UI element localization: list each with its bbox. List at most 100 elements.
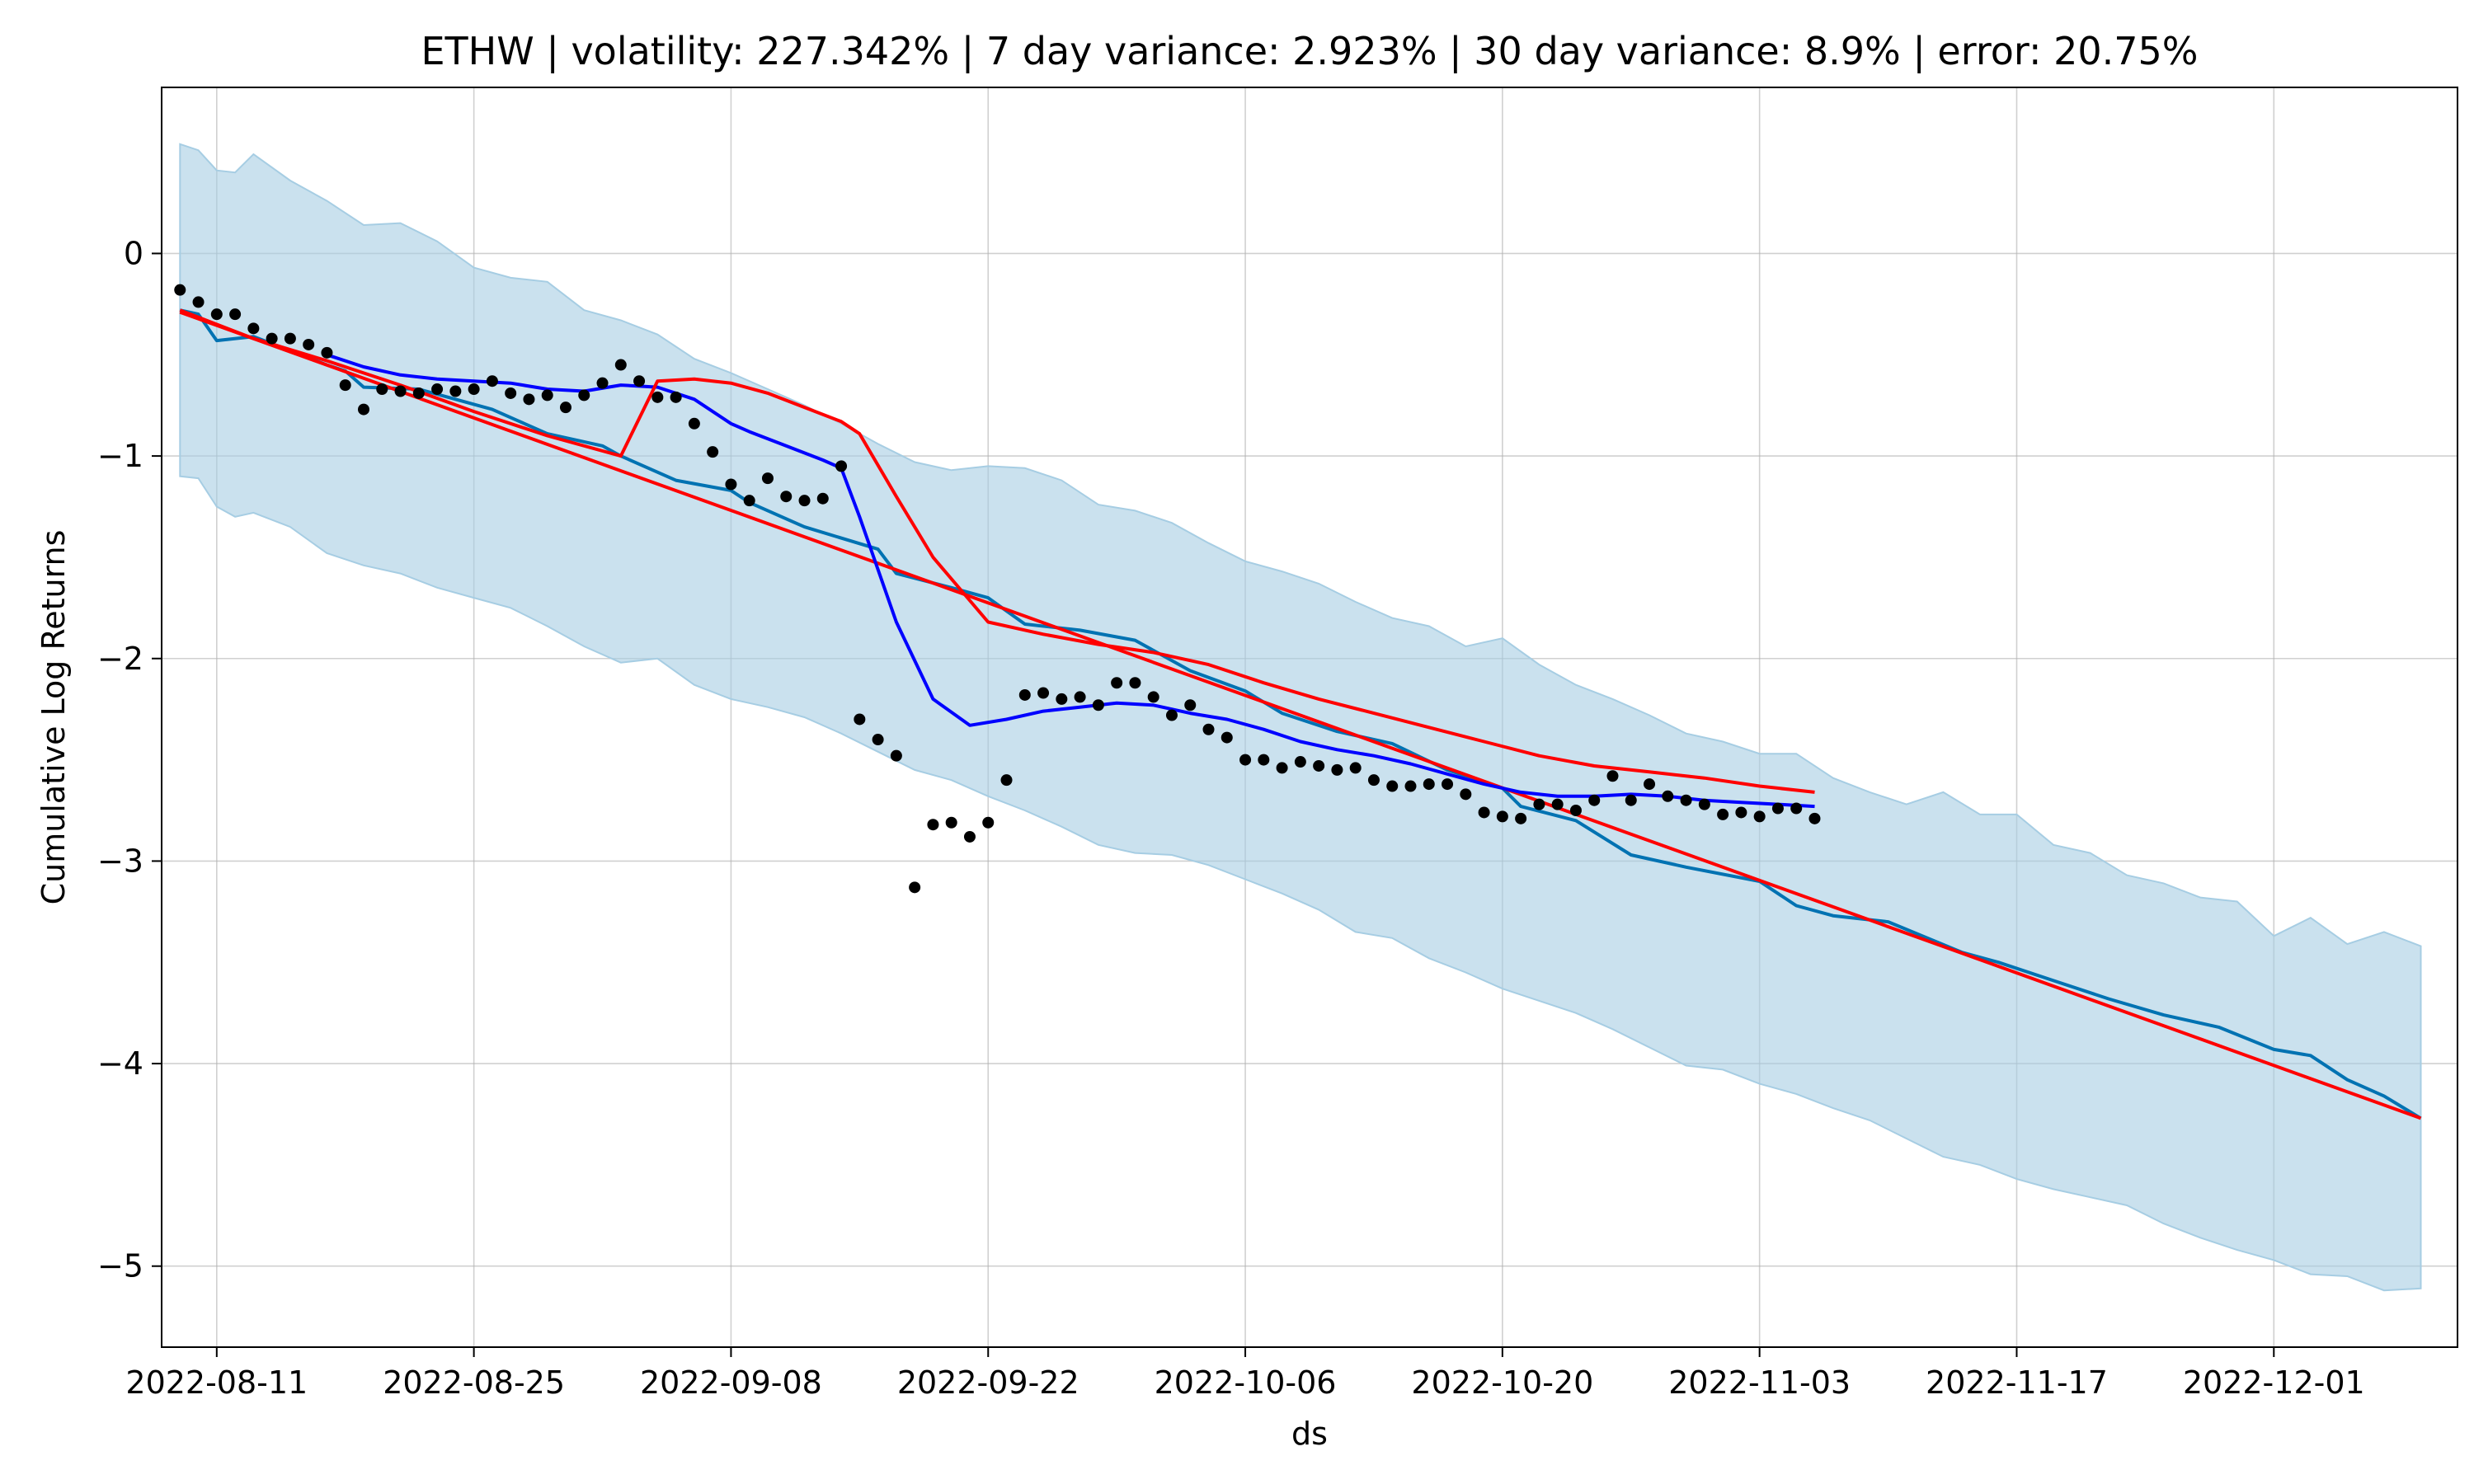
actual-point bbox=[1478, 806, 1490, 819]
actual-point bbox=[1808, 812, 1821, 824]
actual-point bbox=[1423, 778, 1435, 791]
actual-point bbox=[614, 359, 627, 371]
x-tick-label: 2022-12-01 bbox=[2183, 1364, 2365, 1401]
actual-point bbox=[376, 383, 388, 396]
actual-point bbox=[1404, 780, 1417, 792]
actual-point bbox=[1680, 794, 1692, 806]
actual-point bbox=[1717, 808, 1729, 820]
actual-point bbox=[596, 377, 609, 389]
y-tick-label: −4 bbox=[97, 1045, 143, 1082]
actual-points-layer bbox=[174, 284, 1821, 894]
actual-point bbox=[1018, 688, 1031, 701]
actual-point bbox=[872, 734, 884, 746]
x-tick-label: 2022-09-08 bbox=[640, 1364, 822, 1401]
actual-point bbox=[1790, 802, 1803, 815]
x-axis-label: ds bbox=[1291, 1416, 1328, 1452]
actual-point bbox=[963, 830, 976, 843]
actual-point bbox=[1735, 806, 1747, 819]
actual-point bbox=[523, 393, 535, 406]
actual-point bbox=[449, 385, 462, 397]
actual-point bbox=[1625, 794, 1637, 806]
actual-point bbox=[1129, 677, 1141, 689]
x-tick-label: 2022-10-20 bbox=[1411, 1364, 1593, 1401]
x-tick-label: 2022-10-06 bbox=[1155, 1364, 1337, 1401]
actual-point bbox=[1294, 756, 1306, 768]
actual-point bbox=[670, 391, 682, 403]
actual-point bbox=[1367, 774, 1380, 787]
actual-point bbox=[192, 296, 205, 308]
x-tick-label: 2022-08-25 bbox=[383, 1364, 565, 1401]
plot-frame bbox=[161, 87, 2458, 1348]
actual-point bbox=[780, 491, 793, 503]
actual-point bbox=[835, 460, 848, 472]
actual-point bbox=[229, 308, 242, 321]
actual-point bbox=[266, 332, 278, 345]
actual-point bbox=[486, 375, 498, 387]
actual-point bbox=[1606, 770, 1619, 782]
actual-point bbox=[1588, 794, 1601, 806]
y-tick-label: −1 bbox=[97, 438, 143, 474]
chart-title: ETHW | volatility: 227.342% | 7 day vari… bbox=[421, 29, 2198, 74]
actual-point bbox=[1771, 802, 1784, 815]
y-axis-label: Cumulative Log Returns bbox=[35, 530, 72, 905]
actual-point bbox=[284, 332, 296, 345]
actual-point bbox=[505, 387, 517, 399]
actual-point bbox=[1386, 780, 1399, 792]
y-tick-label: −2 bbox=[97, 641, 143, 677]
actual-point bbox=[909, 881, 921, 894]
x-tick-label: 2022-11-03 bbox=[1668, 1364, 1851, 1401]
actual-point bbox=[1569, 805, 1582, 817]
actual-point bbox=[707, 446, 719, 458]
actual-point bbox=[1442, 778, 1454, 791]
actual-point bbox=[1258, 754, 1270, 766]
actual-point bbox=[1202, 723, 1215, 735]
actual-point bbox=[1184, 699, 1197, 711]
actual-point bbox=[854, 713, 866, 726]
actual-point bbox=[1551, 798, 1564, 810]
actual-point bbox=[1644, 778, 1656, 791]
uncertainty-band bbox=[179, 143, 2422, 1292]
actual-point bbox=[412, 387, 425, 399]
actual-point bbox=[633, 375, 646, 387]
actual-point bbox=[1074, 691, 1086, 703]
actual-point bbox=[1276, 762, 1288, 774]
actual-point bbox=[1037, 687, 1050, 699]
actual-point bbox=[816, 492, 829, 505]
actual-point bbox=[1753, 810, 1766, 823]
actual-point bbox=[1533, 798, 1545, 810]
actual-point bbox=[1111, 677, 1123, 689]
actual-point bbox=[761, 472, 774, 485]
actual-point bbox=[1000, 774, 1013, 787]
actual-point bbox=[321, 346, 333, 359]
actual-point bbox=[559, 402, 571, 414]
actual-point bbox=[1313, 759, 1325, 772]
y-tick-label: −5 bbox=[97, 1248, 143, 1284]
actual-point bbox=[982, 816, 995, 829]
actual-point bbox=[725, 478, 737, 491]
axis-ticks: 2022-08-11 2022-08-25 2022-09-08 2022-09-22… bbox=[97, 235, 2365, 1401]
forecast-line bbox=[179, 308, 2422, 1120]
actual-point bbox=[1165, 709, 1178, 721]
actual-point bbox=[1515, 812, 1527, 824]
actual-point bbox=[798, 495, 811, 507]
actual-point bbox=[890, 749, 902, 762]
y-tick-label: 0 bbox=[124, 235, 143, 271]
actual-point bbox=[1349, 762, 1362, 774]
x-tick-label: 2022-11-17 bbox=[1926, 1364, 2108, 1401]
actual-point bbox=[651, 391, 664, 403]
actual-point bbox=[1496, 810, 1508, 823]
actual-point bbox=[927, 819, 939, 831]
actual-point bbox=[1147, 691, 1159, 703]
actual-point bbox=[339, 379, 351, 392]
actual-point bbox=[541, 389, 553, 402]
series-lines-layer bbox=[179, 308, 2422, 1120]
actual-point bbox=[1092, 699, 1104, 711]
actual-point bbox=[688, 417, 700, 430]
x-tick-label: 2022-09-22 bbox=[897, 1364, 1079, 1401]
actual-point bbox=[578, 389, 590, 402]
actual-point bbox=[468, 383, 480, 396]
actual-point bbox=[1221, 731, 1233, 744]
moving-average-long-line bbox=[179, 308, 1815, 794]
actual-point bbox=[247, 322, 260, 335]
